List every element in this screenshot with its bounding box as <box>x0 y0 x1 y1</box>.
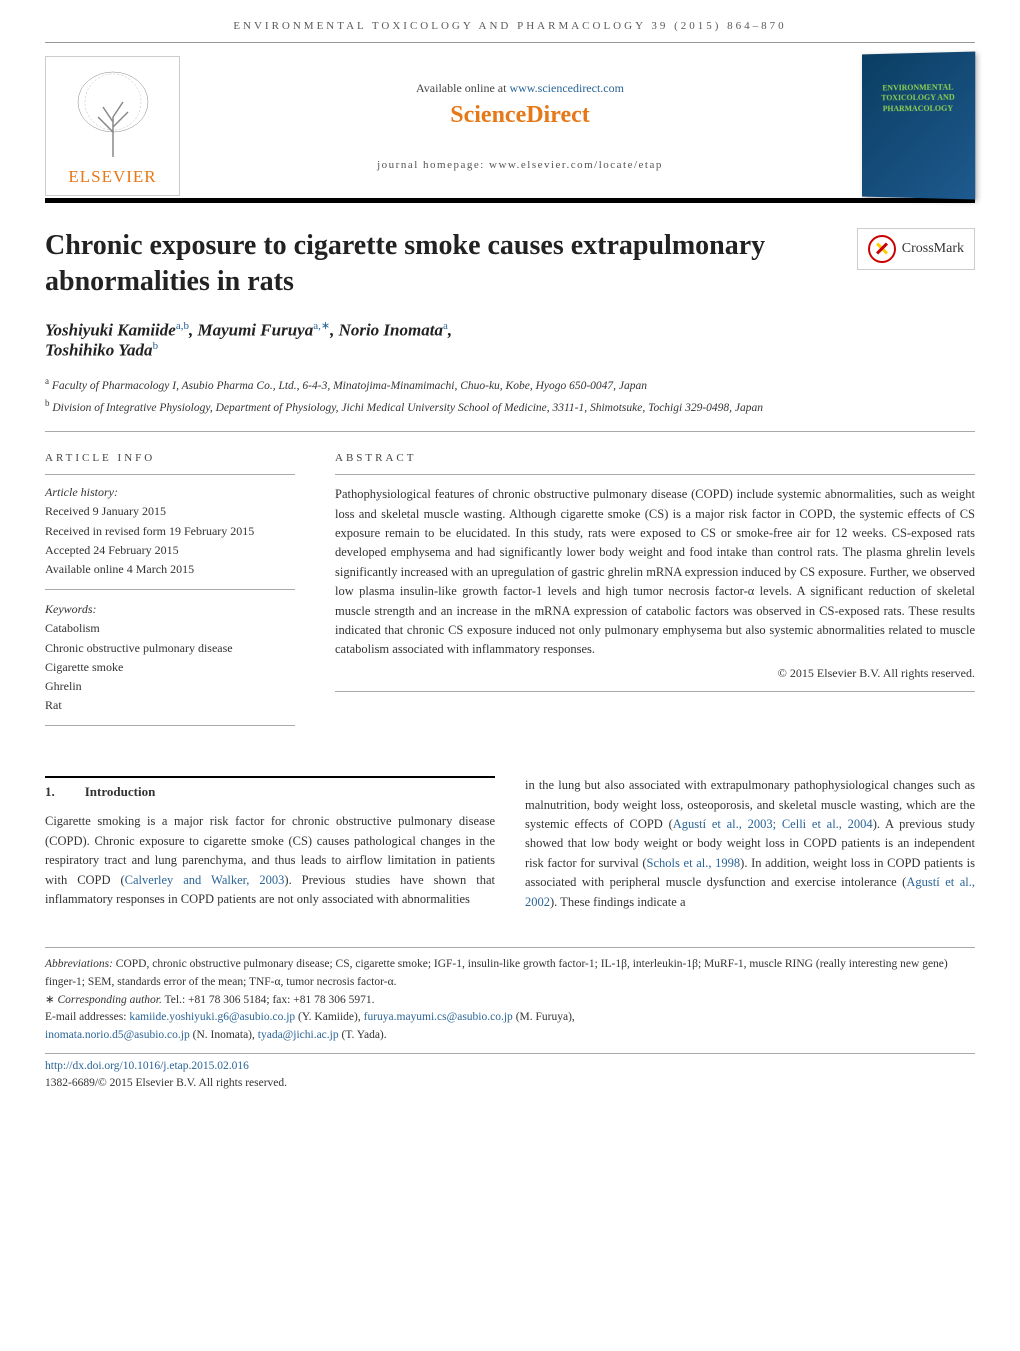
journal-cover: ENVIRONMENTAL TOXICOLOGY AND PHARMACOLOG… <box>862 52 975 200</box>
abstract-text: Pathophysiological features of chronic o… <box>335 485 975 659</box>
journal-banner: ELSEVIER Available online at www.science… <box>45 42 975 203</box>
elsevier-tree-icon <box>63 67 163 162</box>
keyword: Cigarette smoke <box>45 658 295 677</box>
sciencedirect-logo: ScienceDirect <box>195 102 845 129</box>
keyword: Ghrelin <box>45 677 295 696</box>
citation-link[interactable]: Schols et al., 1998 <box>647 856 741 870</box>
crossmark-icon <box>868 235 896 263</box>
intro-paragraph: Cigarette smoking is a major risk factor… <box>45 812 495 909</box>
crossmark-badge[interactable]: CrossMark <box>857 228 975 270</box>
running-head: environmental toxicology and pharmacolog… <box>45 0 975 42</box>
footnotes: Abbreviations: COPD, chronic obstructive… <box>45 947 975 1045</box>
elsevier-name: ELSEVIER <box>68 167 156 187</box>
crossmark-label: CrossMark <box>902 241 964 257</box>
affiliation-a: a Faculty of Pharmacology I, Asubio Phar… <box>45 375 975 395</box>
abstract-copyright: © 2015 Elsevier B.V. All rights reserved… <box>335 666 975 681</box>
article-info-heading: article info <box>45 452 295 464</box>
affiliation-b: b Division of Integrative Physiology, De… <box>45 397 975 417</box>
accepted-date: Accepted 24 February 2015 <box>45 541 295 560</box>
doi-link[interactable]: http://dx.doi.org/10.1016/j.etap.2015.02… <box>45 1060 249 1072</box>
history-label: Article history: <box>45 483 295 502</box>
keyword: Chronic obstructive pulmonary disease <box>45 639 295 658</box>
email-link[interactable]: kamiide.yoshiyuki.g6@asubio.co.jp <box>129 1011 295 1023</box>
abstract-heading: abstract <box>335 452 975 464</box>
citation-link[interactable]: Calverley and Walker, 2003 <box>125 873 285 887</box>
keyword: Catabolism <box>45 619 295 638</box>
email-link[interactable]: tyada@jichi.ac.jp <box>258 1029 339 1041</box>
email-link[interactable]: furuya.mayumi.cs@asubio.co.jp <box>364 1011 513 1023</box>
keyword: Rat <box>45 696 295 715</box>
body-column-left: 1.Introduction Cigarette smoking is a ma… <box>45 776 495 912</box>
authors: Yoshiyuki Kamiidea,b, Mayumi Furuyaa,∗, … <box>45 319 975 361</box>
body-column-right: in the lung but also associated with ext… <box>525 776 975 912</box>
issn-copyright: 1382-6689/© 2015 Elsevier B.V. All right… <box>45 1077 287 1089</box>
elsevier-logo: ELSEVIER <box>45 56 180 196</box>
intro-paragraph-cont: in the lung but also associated with ext… <box>525 776 975 912</box>
doi-block: http://dx.doi.org/10.1016/j.etap.2015.02… <box>45 1053 975 1093</box>
received-date: Received 9 January 2015 <box>45 502 295 521</box>
available-online: Available online at www.sciencedirect.co… <box>195 81 845 96</box>
online-date: Available online 4 March 2015 <box>45 560 295 579</box>
article-info: article info Article history: Received 9… <box>45 452 295 736</box>
intro-heading: 1.Introduction <box>45 776 495 802</box>
revised-date: Received in revised form 19 February 201… <box>45 522 295 541</box>
email-link[interactable]: inomata.norio.d5@asubio.co.jp <box>45 1029 190 1041</box>
sciencedirect-url[interactable]: www.sciencedirect.com <box>509 81 624 95</box>
keywords-label: Keywords: <box>45 600 295 619</box>
divider <box>45 431 975 432</box>
journal-homepage: journal homepage: www.elsevier.com/locat… <box>195 159 845 171</box>
abstract: abstract Pathophysiological features of … <box>335 452 975 736</box>
citation-link[interactable]: Agustí et al., 2003; Celli et al., 2004 <box>673 817 873 831</box>
article-title: Chronic exposure to cigarette smoke caus… <box>45 228 837 301</box>
